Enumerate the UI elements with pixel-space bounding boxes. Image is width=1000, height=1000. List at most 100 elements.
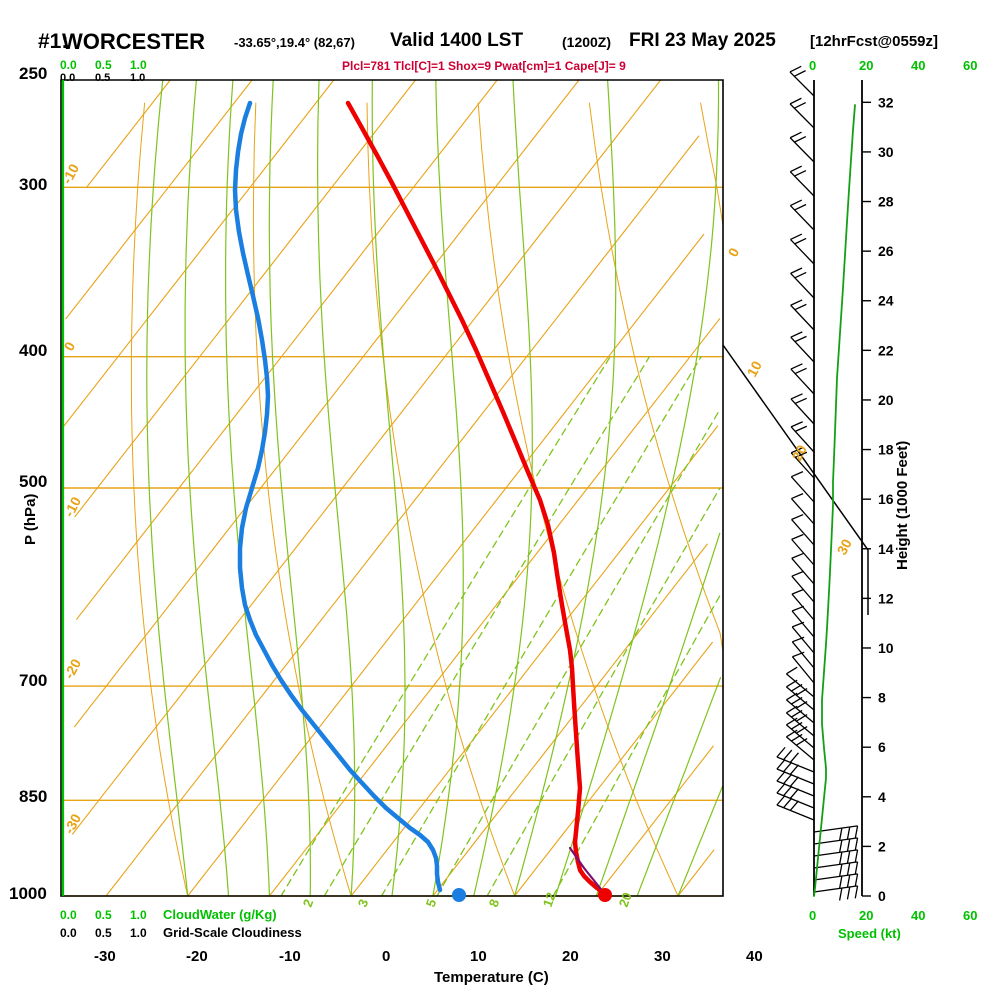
- pressure-tick-1000: 1000: [9, 884, 47, 903]
- wind-barb-shaft: [813, 837, 858, 845]
- isotherm-label-left-1: 0: [61, 339, 79, 354]
- wind-barb-feather: [796, 726, 808, 734]
- station-id: #1:: [38, 30, 69, 53]
- isotherm-40: [677, 849, 715, 897]
- top-cloudiness-tick-1: 0.5: [95, 72, 111, 84]
- plot-border: [60, 79, 724, 897]
- isotherm--70: [74, 79, 417, 518]
- panel-cut-border: [722, 344, 869, 615]
- wind-barb-shaft: [776, 768, 815, 785]
- bottom-speed-tick-0: 0: [809, 908, 817, 923]
- series-temperature: [345, 100, 608, 897]
- wind-barb-feather: [796, 688, 808, 696]
- temp-tick--30: -30: [94, 948, 116, 965]
- wind-barb-shaft: [776, 780, 815, 797]
- temperature-axis-label: Temperature (C): [434, 969, 549, 986]
- wind-barb-shaft: [813, 873, 858, 881]
- wind-barb-shaft: [786, 736, 815, 761]
- temp-tick-30: 30: [654, 948, 671, 965]
- wind-barb-shaft: [776, 792, 815, 809]
- temp-tick--10: -10: [279, 948, 301, 965]
- wind-barb-feather: [791, 696, 803, 705]
- top-cloudwater-tick-0: 0.0: [60, 58, 77, 72]
- valid-time-zulu: (1200Z): [562, 34, 612, 50]
- isotherm-label-left-2: -10: [61, 494, 85, 520]
- pressure-axis-label: P (hPa): [22, 493, 39, 545]
- top-speed-tick-2: 40: [911, 58, 926, 73]
- wind-barb-feather: [794, 303, 807, 311]
- wind-barb-feather: [846, 838, 851, 852]
- height-tick-label-0: 0: [878, 888, 886, 904]
- wind-barb-shaft: [789, 103, 815, 129]
- wind-barb-shaft: [786, 686, 815, 711]
- bottom-cloudwater-tick-2: 1.0: [130, 908, 147, 922]
- isotherm-30: [595, 745, 714, 897]
- temp-tick-10: 10: [470, 948, 487, 965]
- isotherm--100: [86, 79, 171, 188]
- dry-adiabat-60: [588, 102, 724, 652]
- mixing-ratio-8: [436, 412, 719, 897]
- wind-barb-feather: [854, 825, 859, 839]
- wind-barb-feather: [854, 849, 859, 863]
- cloudwater-axis-label: CloudWater (g/Kg): [163, 907, 277, 922]
- wind-barb-feather: [846, 850, 851, 864]
- mixing-ratio-label-12: 12: [540, 890, 559, 909]
- height-tick-label-30: 30: [878, 144, 894, 160]
- pressure-tick-700: 700: [19, 671, 48, 690]
- height-tick-label-2: 2: [878, 838, 886, 854]
- wind-barb-feather: [854, 837, 859, 851]
- wind-barb-shaft: [791, 538, 815, 566]
- wind-barb-feather: [846, 886, 851, 900]
- wind-barb-feather: [794, 397, 807, 405]
- wind-barb-shaft: [790, 304, 815, 331]
- wind-barb-shaft: [791, 575, 815, 603]
- wind-barb-shaft: [776, 804, 815, 821]
- wind-barb-shaft: [776, 756, 815, 773]
- isotherm--90: [65, 79, 253, 320]
- mixing-ratio-label-20: 20: [616, 890, 635, 909]
- height-tick-label-20: 20: [878, 392, 894, 408]
- temp-tick-0: 0: [382, 948, 391, 965]
- wind-barb-shaft: [786, 699, 815, 724]
- wind-barb-shaft: [790, 398, 815, 425]
- dry-adiabat-0: [252, 102, 352, 897]
- wind-barb-feather: [794, 203, 807, 211]
- pressure-tick-500: 500: [19, 472, 48, 491]
- wind-barb-feather: [790, 447, 804, 454]
- wind-barb-shaft: [786, 724, 815, 749]
- station-name: WORCESTER: [62, 29, 205, 54]
- top-speed-tick-1: 20: [859, 58, 874, 73]
- bottom-speed-tick-2: 40: [911, 908, 926, 923]
- wind-barb-feather: [791, 570, 804, 577]
- wind-barb-feather: [794, 335, 807, 343]
- wind-barb-feather: [790, 421, 803, 428]
- mixing-ratio-5: [380, 356, 702, 897]
- bottom-cloudwater-tick-0: 0.0: [60, 908, 77, 922]
- wind-barb-shaft: [791, 656, 815, 684]
- bottom-cloudiness-tick-0: 0.0: [60, 926, 77, 940]
- moist-adiabat-35: [636, 676, 722, 897]
- wind-barb-feather: [794, 169, 807, 177]
- isotherm-label-right-0: 0: [725, 245, 743, 260]
- wind-barb-feather: [846, 862, 851, 876]
- wind-barb-feather: [789, 165, 802, 173]
- wind-barb-feather: [791, 492, 804, 500]
- isotherm-0: [350, 425, 719, 897]
- wind-barb-feather: [776, 746, 786, 758]
- wind-barb-feather: [791, 552, 804, 559]
- wind-barb-feather: [776, 770, 786, 782]
- wind-barb-feather: [786, 679, 798, 688]
- height-tick-label-22: 22: [878, 342, 894, 358]
- wind-barb-shaft: [789, 137, 815, 163]
- wind-barb-feather: [846, 826, 851, 840]
- wind-barb-feather: [838, 863, 843, 877]
- moist-adiabat--15: [184, 79, 230, 897]
- wind-barb-feather: [790, 299, 803, 306]
- mixing-ratio-3: [323, 356, 651, 897]
- wind-barb-feather: [783, 773, 793, 785]
- wind-barb-feather: [838, 839, 843, 853]
- wind-barb-feather: [783, 785, 793, 797]
- series-dewpoint: [232, 100, 443, 893]
- pressure-tick-400: 400: [19, 341, 48, 360]
- mixing-ratio-2: [280, 356, 611, 897]
